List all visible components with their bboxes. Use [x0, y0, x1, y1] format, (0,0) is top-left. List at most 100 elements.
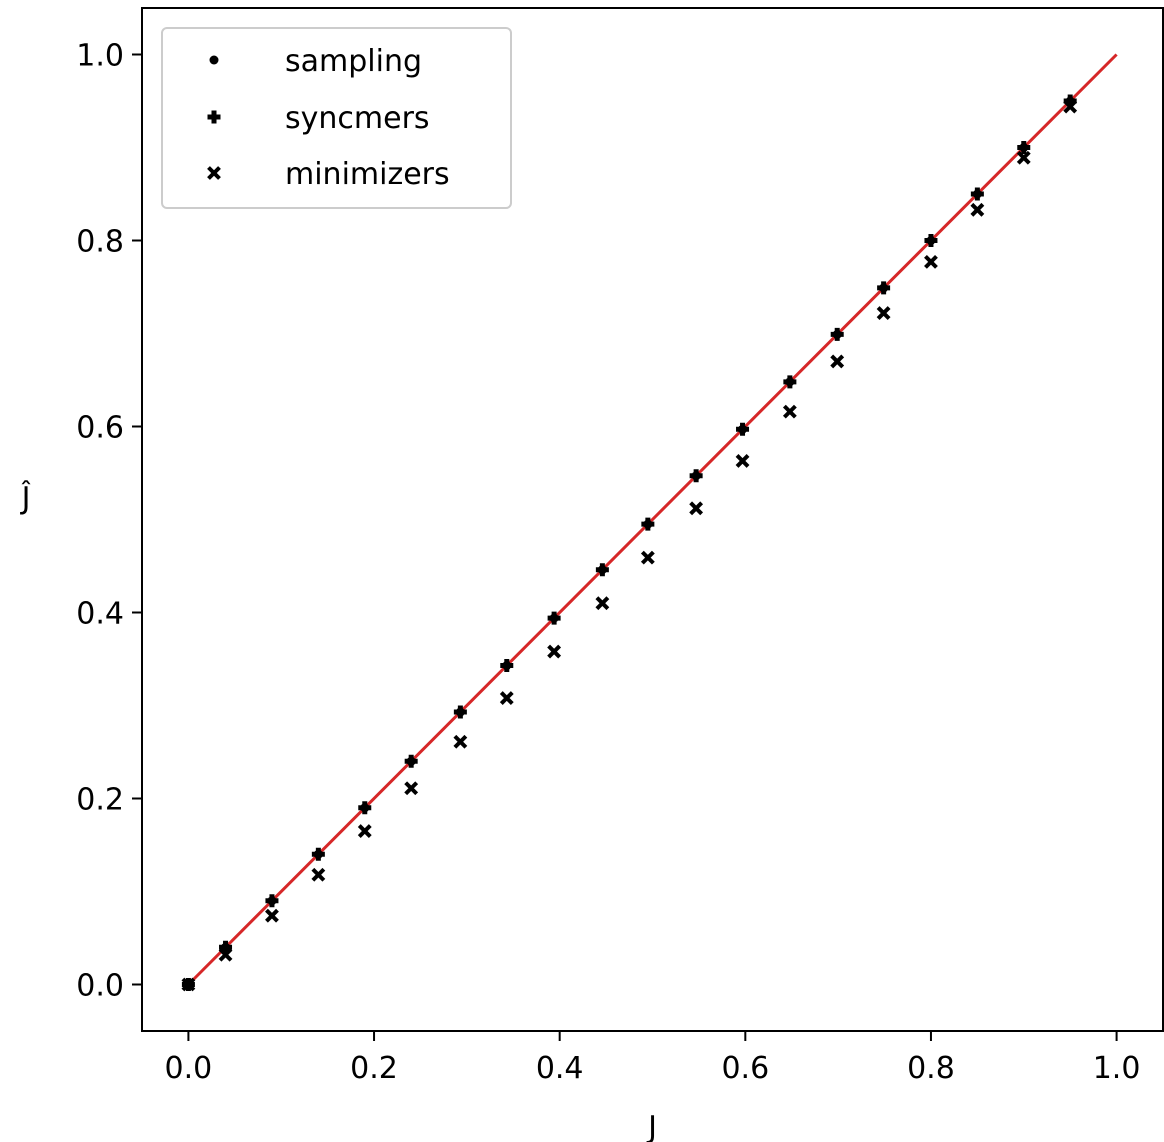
series-syncmers: [181, 94, 1077, 991]
syncmers-point-14: [830, 327, 844, 341]
syncmers-point-14-shape: [830, 327, 844, 341]
syncmers-point-12: [736, 422, 750, 436]
minimizers-point-1: [218, 947, 233, 962]
minimizers-point-2: [265, 908, 279, 923]
minimizers-point-13-stroke-b: [782, 404, 797, 419]
x-tick-label-4: 0.8: [907, 1051, 955, 1086]
x-tick-label-5: 1.0: [1093, 1051, 1141, 1086]
y-axis-label: Ĵ: [20, 479, 31, 516]
series-minimizers: [181, 99, 1078, 992]
legend-marker-minimizers-stroke-b: [207, 166, 221, 180]
minimizers-point-12-stroke-b: [735, 453, 750, 468]
axes-frame: [141, 7, 1164, 1032]
legend-marker-syncmers-shape: [207, 110, 221, 124]
minimizers-point-11-stroke-b: [689, 501, 704, 516]
syncmers-point-13: [783, 375, 797, 389]
legend-label-minimizers: minimizers: [285, 157, 450, 192]
syncmers-point-15: [877, 281, 891, 295]
legend-marker-minimizers: [207, 166, 221, 180]
syncmers-point-17-shape: [970, 187, 984, 201]
minimizers-point-17: [970, 202, 985, 217]
syncmers-point-1-shape: [219, 940, 233, 954]
minimizers-point-18: [1016, 150, 1031, 165]
syncmers-point-4-shape: [358, 801, 372, 815]
y-tick-label-4: 0.8: [76, 225, 124, 260]
marks-layer: [181, 94, 1078, 992]
x-tick-label-0: 0.0: [165, 1051, 213, 1086]
x-tick-label-3: 0.6: [721, 1051, 769, 1086]
minimizers-point-17-stroke-b: [970, 202, 985, 217]
legend-label-syncmers: syncmers: [285, 101, 430, 136]
x-tick-label-2: 0.4: [536, 1051, 584, 1086]
minimizers-point-7-stroke-b: [499, 691, 514, 705]
minimizers-point-8-stroke-b: [547, 644, 562, 659]
legend-marker-sampling: [209, 55, 219, 65]
syncmers-point-8: [547, 611, 561, 625]
syncmers-point-10: [641, 517, 655, 531]
y-tick-label-5: 1.0: [76, 39, 124, 74]
syncmers-point-10-shape: [641, 517, 655, 531]
minimizers-point-10-stroke-b: [640, 550, 655, 565]
legend-box: [161, 27, 512, 209]
minimizers-point-14-stroke-b: [830, 354, 845, 369]
legend: sampling syncmers minimizers: [161, 27, 512, 209]
syncmers-point-16-shape: [924, 234, 938, 247]
minimizers-point-7: [499, 691, 514, 705]
x-axis-label: J: [646, 1110, 657, 1142]
minimizers-point-11: [689, 501, 704, 516]
minimizers-point-15-stroke-b: [876, 306, 891, 320]
syncmers-point-2: [265, 894, 279, 908]
syncmers-point-9-shape: [595, 563, 609, 577]
y-tick-label-0: 0.0: [76, 969, 124, 1004]
legend-marker-syncmers: [207, 110, 221, 124]
minimizers-point-19: [1063, 99, 1078, 114]
minimizers-point-0-stroke-b: [181, 977, 196, 992]
minimizers-point-16: [924, 254, 938, 269]
axes-layer: 0.0 0.2 0.4 0.6 0.8 1.0 0.0 0.2 0.4 0.6 0.8 1.0 J Ĵ: [20, 7, 1164, 1142]
syncmers-point-17: [970, 187, 984, 201]
minimizers-point-16-stroke-b: [924, 254, 938, 269]
minimizers-point-9-stroke-b: [595, 596, 610, 611]
syncmers-point-4: [358, 801, 372, 815]
minimizers-point-10: [640, 550, 655, 565]
minimizers-point-4-stroke-b: [357, 824, 372, 838]
minimizers-point-18-stroke-b: [1016, 150, 1031, 165]
syncmers-point-13-shape: [783, 375, 797, 389]
minimizers-point-4: [357, 824, 372, 838]
minimizers-point-5-stroke-b: [404, 781, 419, 796]
minimizers-point-1-stroke-b: [218, 947, 233, 962]
reference-line-layer: [187, 53, 1118, 986]
syncmers-point-12-shape: [736, 422, 750, 436]
syncmers-point-18-shape: [1017, 141, 1031, 154]
y-tick-label-3: 0.6: [76, 411, 124, 446]
y-tick-label-2: 0.4: [76, 597, 124, 632]
syncmers-point-15-shape: [877, 281, 891, 295]
minimizers-point-15: [876, 306, 891, 320]
minimizers-point-6: [453, 734, 468, 749]
syncmers-point-16: [924, 234, 938, 247]
legend-marker-sampling-shape: [209, 55, 219, 65]
syncmers-point-6: [453, 705, 467, 719]
minimizers-point-3-stroke-b: [311, 867, 326, 882]
legend-label-sampling: sampling: [285, 44, 422, 79]
minimizers-point-0: [181, 977, 196, 992]
syncmers-point-1: [219, 940, 233, 954]
minimizers-point-5: [404, 781, 419, 796]
minimizers-point-8: [547, 644, 562, 659]
minimizers-point-2-stroke-b: [265, 908, 279, 923]
minimizers-point-6-stroke-b: [453, 734, 468, 749]
syncmers-point-2-shape: [265, 894, 279, 908]
minimizers-point-13: [782, 404, 797, 419]
syncmers-point-11-shape: [689, 469, 703, 483]
syncmers-point-9: [595, 563, 609, 577]
minimizers-point-3: [311, 867, 326, 882]
reference-line: [187, 53, 1118, 986]
x-tick-label-1: 0.2: [350, 1051, 398, 1086]
syncmers-point-6-shape: [453, 705, 467, 719]
minimizers-point-12: [735, 453, 750, 468]
syncmers-point-5-shape: [404, 754, 418, 768]
syncmers-point-7: [500, 659, 514, 673]
syncmers-point-19: [1063, 94, 1077, 108]
syncmers-point-5: [404, 754, 418, 768]
